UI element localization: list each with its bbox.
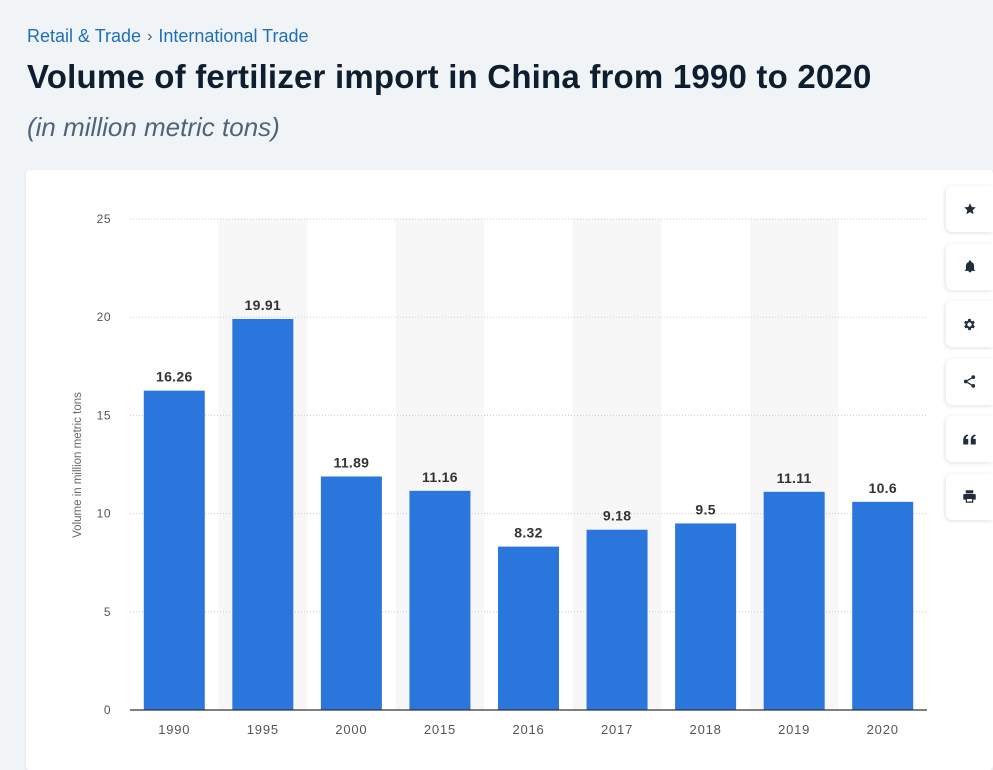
breadcrumb-international-trade[interactable]: International Trade: [158, 26, 309, 46]
breadcrumb-retail-trade[interactable]: Retail & Trade: [27, 26, 142, 46]
page-subtitle: (in million metric tons): [27, 112, 280, 142]
page-title: Volume of fertilizer import in China fro…: [27, 58, 872, 95]
share-icon: [963, 375, 976, 388]
gear-icon: [964, 318, 975, 330]
breadcrumb-separator: ›: [147, 27, 153, 45]
settings-button[interactable]: [946, 301, 993, 347]
bar-2017: [586, 529, 648, 710]
bar-2020: [852, 501, 914, 710]
bar-2000: [320, 476, 382, 710]
x-tick-label-2017: 2017: [601, 722, 633, 737]
y-axis-label: Volume in million metric tons: [72, 392, 84, 538]
x-tick-label-2015: 2015: [424, 722, 456, 737]
notification-button[interactable]: [946, 243, 993, 290]
favorite-button[interactable]: [946, 186, 993, 232]
bar-2019: [763, 491, 825, 710]
cite-button[interactable]: [946, 416, 993, 462]
bar-2016: [498, 546, 559, 710]
data-label-2016: 8.32: [514, 525, 542, 541]
data-label-1995: 19.91: [245, 297, 282, 313]
x-tick-label-2016: 2016: [512, 722, 544, 737]
star-icon: [963, 203, 976, 215]
bar-2015: [409, 490, 471, 710]
y-tick-label: 20: [97, 310, 111, 324]
y-tick-label: 10: [97, 507, 111, 521]
bar-2018: [675, 523, 737, 710]
data-label-2020: 10.6: [868, 480, 896, 496]
bar-1995: [232, 318, 294, 710]
y-tick-label: 0: [104, 703, 111, 717]
chart-card: 0 5 10 15 20 25 Volume in million metric tons 1…: [26, 170, 993, 770]
breadcrumb: Retail & Trade › International Trade: [27, 26, 309, 47]
x-tick-label-2019: 2019: [778, 722, 810, 737]
data-label-2018: 9.5: [695, 501, 715, 517]
x-tick-label-2018: 2018: [690, 722, 722, 737]
share-button[interactable]: [946, 358, 993, 405]
data-label-2019: 11.11: [777, 470, 812, 486]
print-button[interactable]: [946, 473, 993, 520]
y-tick-label: 25: [97, 212, 111, 226]
data-label-2017: 9.18: [603, 508, 631, 524]
y-tick-label: 15: [97, 408, 111, 422]
quote-icon: [963, 434, 976, 444]
y-tick-label: 5: [104, 605, 111, 619]
x-tick-label-2020: 2020: [867, 722, 899, 737]
bar-chart: 0 5 10 15 20 25 Volume in million metric tons 1…: [72, 212, 927, 737]
print-icon: [963, 490, 976, 503]
side-toolbar: [946, 186, 993, 531]
x-tick-label-2000: 2000: [335, 722, 367, 737]
x-tick-label-1990: 1990: [158, 722, 190, 737]
bell-icon: [964, 260, 975, 273]
data-label-2015: 11.16: [422, 469, 458, 485]
x-tick-label-1995: 1995: [247, 722, 279, 737]
data-label-1990: 16.26: [156, 369, 193, 385]
data-label-2000: 11.89: [334, 454, 370, 470]
bar-1990: [143, 390, 205, 710]
